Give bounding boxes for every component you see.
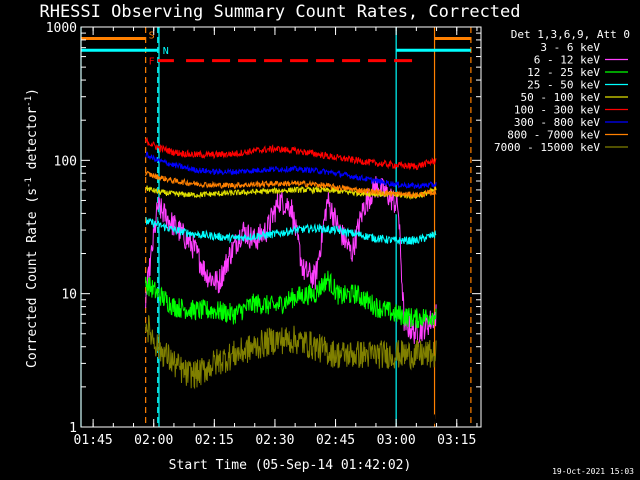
legend-header: Det 1,3,6,9, Att 0 <box>511 28 630 41</box>
legend-label-5: 100 - 300 keV <box>514 104 600 117</box>
x-tick-label-6: 03:15 <box>437 433 476 448</box>
legend-label-2: 12 - 25 keV <box>527 66 600 79</box>
legend-label-8: 7000 - 15000 keV <box>494 141 600 154</box>
series-line-2 <box>145 270 437 329</box>
legend-label-7: 800 - 7000 keV <box>507 129 600 142</box>
series-layer <box>145 136 439 428</box>
x-tick-label-4: 02:45 <box>316 433 355 448</box>
x-tick-label-1: 02:00 <box>134 433 173 448</box>
timestamp: 19-Oct-2021 15:03 <box>552 467 634 476</box>
y-tick-label-3: 1000 <box>46 21 77 36</box>
x-axis-ticks: 01:45 02:00 02:15 02:30 02:45 03:00 03:15 <box>74 27 478 448</box>
x-axis-label: Start Time (05-Sep-14 01:42:02) <box>169 458 412 473</box>
y-axis-label-sup1: -1 <box>24 177 34 188</box>
legend-label-3: 25 - 50 keV <box>527 79 600 92</box>
y-axis-label-tail: detector <box>25 107 40 178</box>
y-axis-ticks: 1 10 100 1000 <box>46 21 481 436</box>
y-axis-label-main: Corrected Count Rate (s <box>25 188 40 368</box>
series-line-6 <box>145 151 437 189</box>
axes <box>80 26 482 428</box>
y-axis-label-close: ) <box>25 88 40 96</box>
y-axis-label-sup2: -1 <box>24 96 34 107</box>
series-line-5 <box>145 136 437 171</box>
x-tick-label-3: 02:30 <box>255 433 294 448</box>
flag-label-flare: F <box>149 57 155 68</box>
series-line-3 <box>145 217 437 245</box>
y-tick-label-2: 100 <box>54 154 77 169</box>
x-tick-label-2: 02:15 <box>195 433 234 448</box>
series-line-8 <box>145 315 437 390</box>
series-line-1 <box>145 176 437 345</box>
y-axis-label: Corrected Count Rate (s-1 detector-1) <box>24 88 40 368</box>
legend-label-4: 50 - 100 keV <box>521 91 601 104</box>
legend-label-0: 3 - 6 keV <box>540 41 600 54</box>
legend-label-1: 6 - 12 keV <box>534 54 601 67</box>
plot-frame <box>80 26 482 428</box>
flag-label-night: N <box>163 46 169 57</box>
legend-label-6: 300 - 800 keV <box>514 116 600 129</box>
x-tick-label-5: 03:00 <box>377 433 416 448</box>
series-line-7 <box>145 170 437 199</box>
observing-flags: SNF <box>80 27 472 427</box>
x-tick-label-0: 01:45 <box>74 433 113 448</box>
flag-label-saa: S <box>149 30 155 41</box>
y-tick-label-0: 1 <box>69 421 77 436</box>
chart-title: RHESSI Observing Summary Count Rates, Co… <box>39 2 520 22</box>
y-tick-label-1: 10 <box>61 288 77 303</box>
